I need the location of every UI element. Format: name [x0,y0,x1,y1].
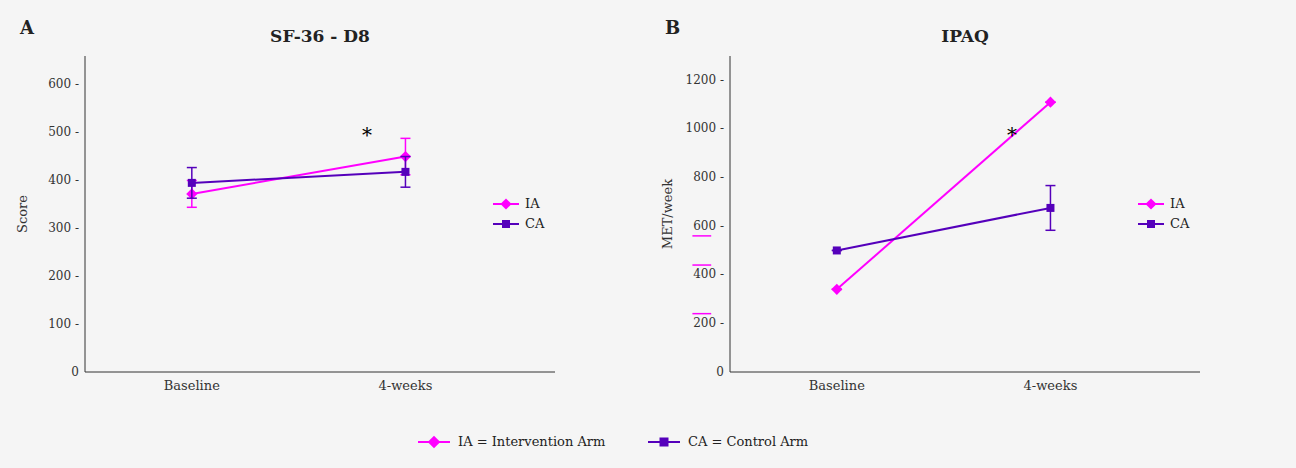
y-tick-label: 0 [716,365,724,379]
y-tick-label: 800 - [693,170,724,184]
legend-marker [500,198,511,209]
y-tick-label: 500 - [48,125,79,139]
side-mark [692,235,711,237]
legend-label: CA [525,216,545,231]
series-line [837,102,1051,289]
legend-label: CA = Control Arm [688,434,808,449]
data-point [1046,204,1054,212]
y-tick-label: 200 - [48,269,79,283]
figure-legend: IA = Intervention Arm CA = Control Arm [418,434,808,449]
x-tick-label: 4-weeks [1024,378,1078,393]
annotation: * [1007,123,1017,147]
title: IPAQ [941,26,989,46]
error-cap [1045,230,1055,232]
background [0,0,1296,468]
y-label: MET/week [660,179,675,249]
series-line [837,208,1051,251]
error-cap [400,138,410,140]
chart-root: SF-36 - D8 A 0 100 - 200 - 300 - 400 - 500 - 600… [0,0,1296,468]
error-cap [400,156,410,158]
error-bar [400,157,410,188]
series-line [192,157,406,194]
side-mark [692,264,711,266]
legend-label: CA [1170,216,1190,231]
data-point [188,179,196,187]
annotation: * [362,123,372,147]
error-cap [187,197,197,199]
x-tick-label: Baseline [164,378,220,393]
x-axis [730,372,1200,373]
error-bar [1045,186,1055,231]
panel: SF-36 - D8 A 0 100 - 200 - 300 - 400 - 500 - 600… [15,17,555,393]
panel: IPAQ B 0 200 - 400 - 600 - 800 - 1000 - 1200 - Ba… [660,17,1200,393]
data-point [1045,97,1056,108]
panel-label: A [19,17,35,38]
legend: IA CA [493,196,545,231]
legend-label: IA [1170,196,1185,211]
error-cap [400,186,410,188]
legend-label: IA = Intervention Arm [458,434,605,449]
y-tick-label: 200 - [693,316,724,330]
y-tick-label: 400 - [693,267,724,281]
legend-label: IA [525,196,540,211]
y-tick-label: 100 - [48,317,79,331]
y-tick-label: 1000 - [686,121,724,135]
y-tick-label: 0 [71,365,79,379]
side-mark [692,313,711,315]
error-bar [187,168,197,199]
data-point [401,168,409,176]
x-tick-label: 4-weeks [379,378,433,393]
y-tick-label: 400 - [48,173,79,187]
y-label: Score [15,195,30,233]
data-point [833,246,841,254]
legend-marker [660,438,669,447]
y-axis [730,56,731,372]
page: {"chart_data": [ {"type": "line", "title… [0,0,1296,468]
y-tick-label: 1200 - [686,73,724,87]
y-tick-label: 600 - [693,219,724,233]
series-line [192,172,406,183]
legend-marker [428,436,441,449]
data-point [831,284,842,295]
title: SF-36 - D8 [270,26,370,46]
y-tick-label: 300 - [48,221,79,235]
legend-marker [502,220,510,228]
error-cap [1045,185,1055,187]
x-axis [85,372,555,373]
error-cap [187,207,197,209]
y-axis [85,56,86,372]
error-cap [187,167,197,169]
plot-area [831,97,1056,295]
legend-marker [1147,220,1155,228]
plot-area [186,138,411,207]
legend: IA CA [1138,196,1190,231]
panel-label: B [665,17,680,38]
x-tick-label: Baseline [809,378,865,393]
y-tick-label: 600 - [48,77,79,91]
legend-marker [1145,198,1156,209]
